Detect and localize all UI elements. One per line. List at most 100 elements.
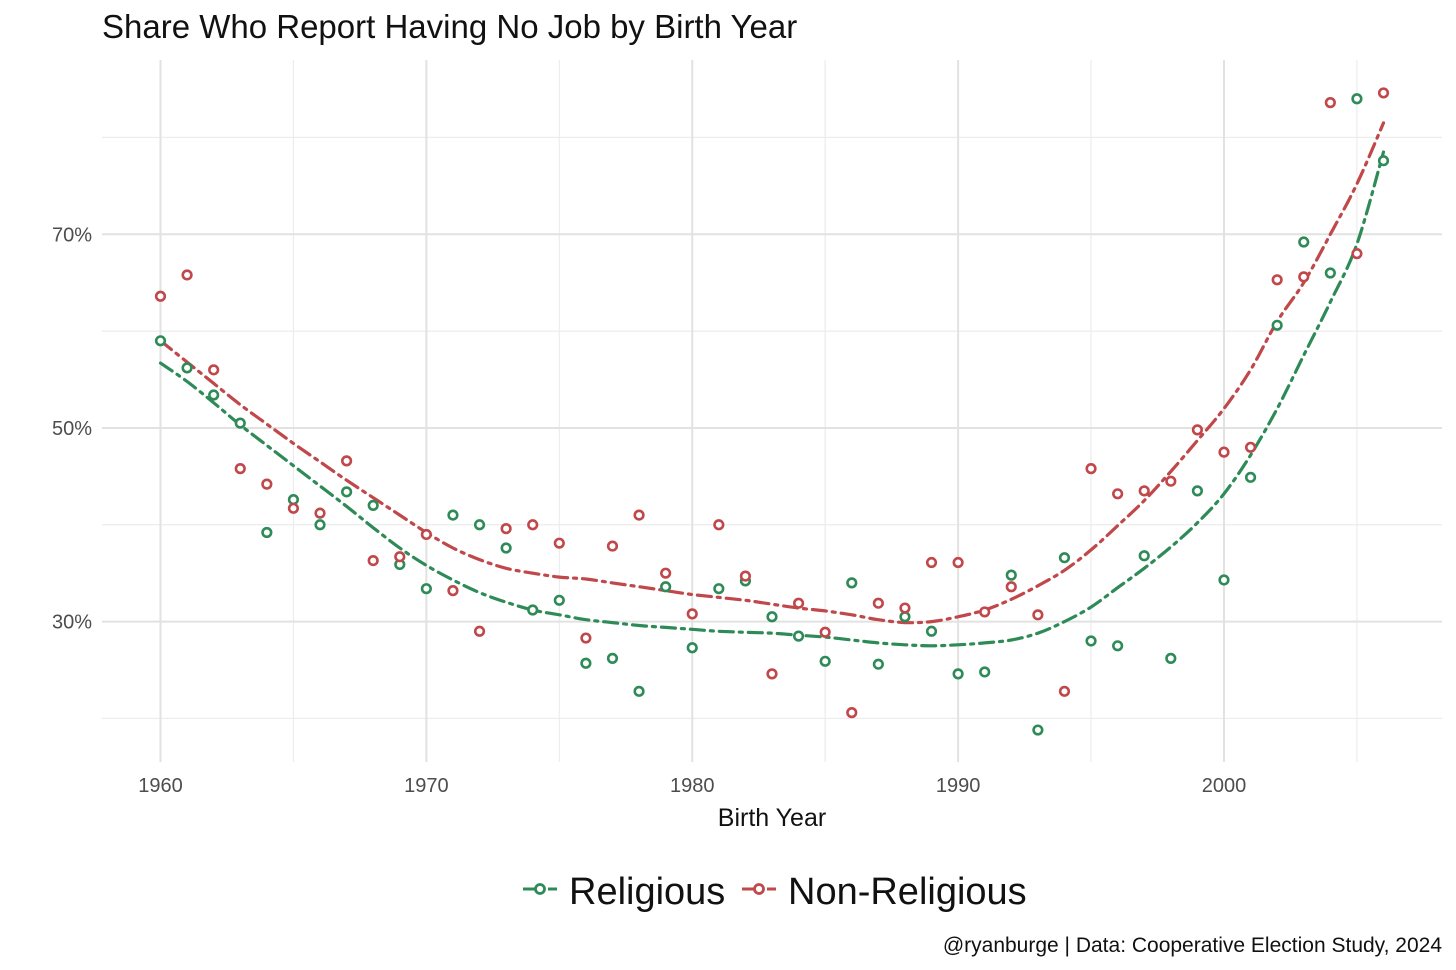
point-religious bbox=[500, 542, 512, 554]
point-religious bbox=[1058, 552, 1071, 564]
point-non-religious bbox=[660, 567, 672, 579]
point-religious bbox=[1191, 485, 1203, 497]
y-tick-label: 30% bbox=[52, 612, 92, 634]
point-non-religious bbox=[1191, 424, 1203, 436]
point-non-religious bbox=[420, 528, 432, 541]
point-non-religious bbox=[1271, 274, 1283, 286]
point-non-religious bbox=[713, 519, 725, 531]
point-non-religious bbox=[394, 551, 406, 563]
point-religious bbox=[1351, 93, 1363, 105]
point-non-religious bbox=[1244, 441, 1257, 453]
x-tick-label: 2000 bbox=[1202, 775, 1247, 797]
point-non-religious bbox=[261, 478, 273, 490]
x-axis-label: Birth Year bbox=[718, 804, 826, 832]
point-non-religious bbox=[473, 625, 486, 637]
point-non-religious bbox=[181, 269, 193, 281]
point-religious bbox=[234, 417, 246, 429]
point-non-religious bbox=[367, 554, 379, 567]
point-non-religious bbox=[1324, 97, 1336, 109]
point-non-religious bbox=[766, 668, 778, 680]
point-religious bbox=[1138, 550, 1150, 562]
point-religious bbox=[181, 362, 193, 374]
point-non-religious bbox=[1032, 609, 1044, 621]
point-non-religious bbox=[1218, 446, 1230, 458]
point-religious bbox=[1218, 574, 1230, 586]
chart-title: Share Who Report Having No Job by Birth … bbox=[102, 8, 797, 45]
point-religious bbox=[1244, 471, 1257, 483]
point-non-religious bbox=[580, 632, 592, 644]
point-religious bbox=[1324, 267, 1336, 279]
point-religious bbox=[1377, 155, 1390, 167]
point-non-religious bbox=[234, 463, 246, 475]
point-non-religious bbox=[1377, 87, 1390, 99]
point-religious bbox=[580, 657, 592, 669]
gridlines bbox=[102, 60, 1442, 762]
point-religious bbox=[979, 666, 991, 678]
point-religious bbox=[1112, 640, 1124, 652]
legend-item-non-religious: Non-Religious bbox=[742, 871, 1027, 913]
point-religious bbox=[420, 583, 432, 595]
point-non-religious bbox=[846, 707, 858, 719]
point-religious bbox=[606, 652, 619, 664]
y-tick-label: 70% bbox=[52, 224, 92, 246]
point-non-religious bbox=[606, 540, 619, 552]
point-religious bbox=[633, 685, 645, 697]
point-religious bbox=[473, 519, 486, 531]
x-tick-label: 1980 bbox=[670, 775, 715, 797]
point-religious bbox=[1298, 236, 1310, 248]
point-non-religious bbox=[739, 570, 752, 582]
legend-label-religious: Religious bbox=[569, 871, 725, 913]
point-religious bbox=[367, 499, 379, 512]
legend-item-religious: Religious bbox=[523, 871, 725, 913]
point-non-religious bbox=[447, 585, 459, 597]
point-religious bbox=[1165, 652, 1177, 664]
point-religious bbox=[766, 611, 778, 623]
point-religious bbox=[154, 335, 167, 347]
point-religious bbox=[527, 604, 539, 616]
point-non-religious bbox=[952, 556, 964, 569]
point-religious bbox=[819, 655, 831, 667]
point-religious bbox=[952, 668, 964, 680]
point-non-religious bbox=[979, 606, 991, 618]
point-religious bbox=[713, 583, 725, 595]
y-axis-ticks: 30% 50% 70% bbox=[52, 224, 92, 633]
data-points bbox=[154, 87, 1390, 736]
point-religious bbox=[261, 526, 273, 539]
point-religious bbox=[314, 519, 326, 531]
legend-marker-religious bbox=[534, 883, 546, 895]
point-non-religious bbox=[1058, 685, 1071, 697]
point-non-religious bbox=[341, 455, 353, 467]
point-non-religious bbox=[1085, 463, 1097, 475]
point-non-religious bbox=[1138, 485, 1150, 497]
trend-lines bbox=[158, 121, 1386, 648]
point-non-religious bbox=[553, 537, 565, 549]
point-non-religious bbox=[686, 608, 698, 620]
point-religious bbox=[553, 594, 565, 606]
point-non-religious bbox=[1351, 248, 1363, 260]
point-non-religious bbox=[899, 602, 911, 614]
point-non-religious bbox=[287, 502, 300, 514]
point-non-religious bbox=[633, 509, 645, 521]
point-religious bbox=[447, 509, 459, 521]
point-religious bbox=[899, 611, 911, 623]
point-non-religious bbox=[154, 290, 167, 302]
point-religious bbox=[1271, 319, 1283, 331]
point-non-religious bbox=[500, 523, 512, 535]
point-religious bbox=[287, 493, 300, 506]
legend-label-non-religious: Non-Religious bbox=[788, 871, 1027, 913]
legend: Religious Non-Religious bbox=[523, 871, 1027, 913]
caption: @ryanburge | Data: Cooperative Election … bbox=[943, 934, 1442, 957]
point-religious bbox=[1005, 569, 1017, 581]
point-religious bbox=[208, 389, 220, 401]
x-tick-label: 1960 bbox=[138, 775, 183, 797]
y-tick-label: 50% bbox=[52, 418, 92, 440]
legend-marker-non-religious bbox=[753, 883, 765, 895]
point-religious bbox=[1085, 635, 1097, 647]
point-religious bbox=[660, 581, 672, 593]
point-non-religious bbox=[1112, 488, 1124, 500]
point-religious bbox=[686, 642, 698, 654]
point-non-religious bbox=[1298, 271, 1310, 283]
point-religious bbox=[925, 625, 938, 637]
point-religious bbox=[846, 577, 858, 589]
